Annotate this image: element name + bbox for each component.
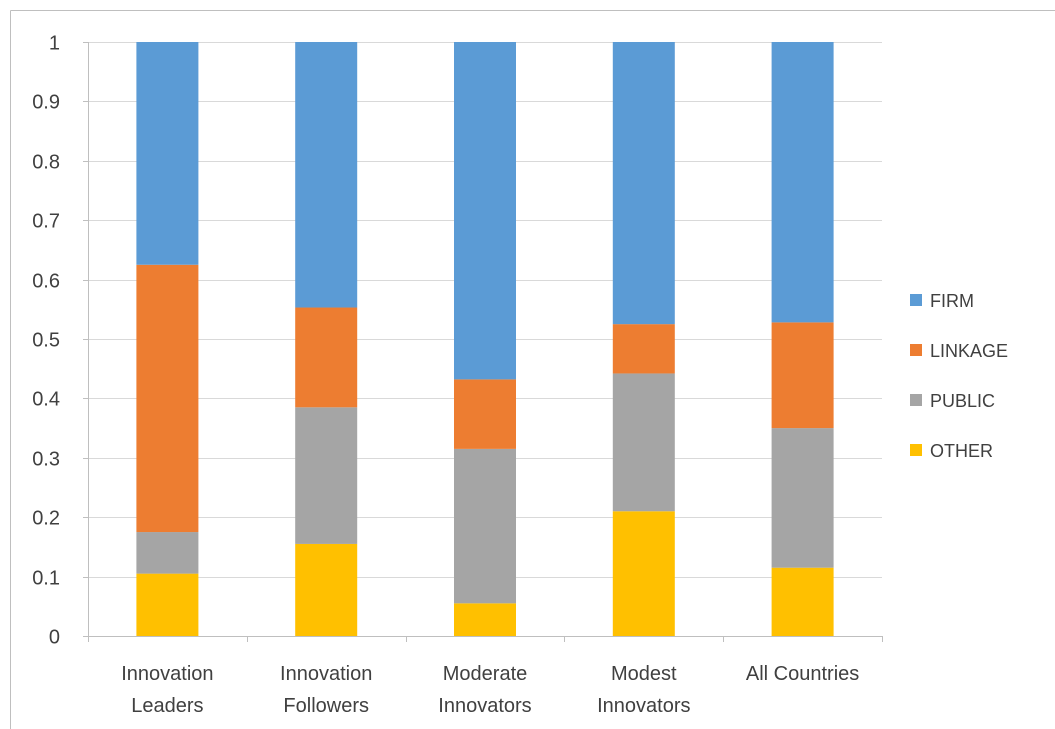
bar-firm-innovation-followers	[295, 42, 358, 308]
y-tick-label: 0.6	[32, 271, 60, 293]
legend-label-other: OTHER	[930, 441, 993, 461]
x-category-label-line: Modest	[611, 663, 677, 685]
legend-swatch-linkage	[910, 344, 922, 356]
x-category-label-line: Innovation	[121, 663, 213, 685]
y-tick-label: 1	[49, 33, 60, 55]
bar-public-innovation-leaders	[136, 532, 199, 574]
x-category-label: Modest Innovators	[597, 663, 690, 717]
bar-other-innovation-leaders	[136, 573, 199, 636]
bars	[136, 42, 834, 636]
x-category-label-line: Innovators	[597, 695, 690, 717]
bar-other-all-countries	[771, 567, 834, 636]
legend-label-linkage: LINKAGE	[930, 341, 1008, 361]
x-category-label: Innovation Leaders	[121, 663, 213, 717]
bar-public-innovation-followers	[295, 407, 358, 544]
bar-linkage-all-countries	[771, 322, 834, 429]
bar-firm-all-countries	[771, 42, 834, 323]
bar-public-all-countries	[771, 428, 834, 568]
x-category-label: Innovation Followers	[280, 663, 372, 717]
y-tick-label: 0.9	[32, 92, 60, 114]
y-tick-label: 0.5	[32, 330, 60, 352]
legend-label-firm: FIRM	[930, 291, 974, 311]
y-tick-label: 0.4	[32, 389, 60, 411]
legend-swatch-public	[910, 394, 922, 406]
bar-other-modest-innovators	[612, 511, 675, 636]
y-tick-label: 0.3	[32, 449, 60, 471]
axes: 0 0.1 0.2 0.3 0.4 0.5 0.6 0.7 0.8 0.9 1 Innovation L…	[32, 33, 883, 717]
legend-swatch-other	[910, 444, 922, 456]
x-category-label-line: Innovators	[438, 695, 531, 717]
bar-linkage-moderate-innovators	[454, 379, 516, 449]
x-category-label-line: Followers	[283, 695, 369, 717]
y-tick-label: 0.1	[32, 568, 60, 590]
y-tick-label: 0	[49, 627, 60, 649]
bar-other-moderate-innovators	[454, 603, 516, 636]
x-category-label-line: Leaders	[131, 695, 203, 717]
bar-public-modest-innovators	[612, 373, 675, 512]
legend-swatch-firm	[910, 294, 922, 306]
bar-firm-moderate-innovators	[454, 42, 516, 380]
bar-firm-innovation-leaders	[136, 42, 199, 265]
x-category-label: Moderate Innovators	[438, 663, 531, 717]
y-tick-label: 0.8	[32, 152, 60, 174]
bar-linkage-innovation-followers	[295, 307, 358, 408]
bar-public-moderate-innovators	[454, 448, 516, 604]
x-category-label-line: All Countries	[746, 663, 859, 685]
legend-label-public: PUBLIC	[930, 391, 995, 411]
y-tick-label: 0.2	[32, 508, 60, 530]
bar-other-innovation-followers	[295, 543, 358, 636]
bar-firm-modest-innovators	[612, 42, 675, 325]
legend: FIRM LINKAGE PUBLIC OTHER	[910, 291, 1008, 461]
bar-linkage-modest-innovators	[612, 324, 675, 374]
x-category-label-line: Innovation	[280, 663, 372, 685]
x-category-label-line: Moderate	[443, 663, 528, 685]
y-tick-label: 0.7	[32, 211, 60, 233]
x-category-label: All Countries	[746, 663, 859, 685]
bar-linkage-innovation-leaders	[136, 264, 199, 533]
